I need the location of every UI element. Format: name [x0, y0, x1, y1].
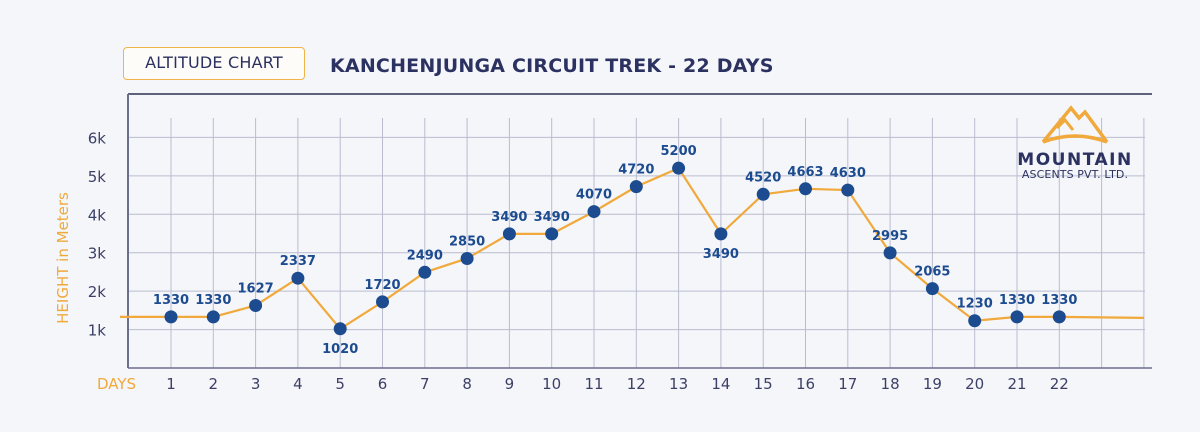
data-point-label: 2490	[407, 248, 443, 263]
x-tick-label: 16	[796, 375, 815, 393]
data-point-marker	[249, 298, 263, 312]
y-tick-label: 2k	[88, 283, 107, 301]
data-point-label: 4630	[830, 166, 866, 181]
data-point-marker	[672, 161, 686, 175]
data-point-label: 4070	[576, 188, 612, 203]
x-tick-label: 3	[251, 375, 261, 393]
x-tick-label: 19	[923, 375, 942, 393]
chart-frame	[127, 93, 1152, 369]
data-point-marker	[799, 182, 812, 196]
x-tick-label: 10	[542, 375, 561, 393]
data-point-label: 5200	[661, 144, 697, 159]
y-tick-label: 4k	[88, 206, 107, 224]
data-point-marker	[206, 310, 220, 324]
data-point-marker	[333, 322, 347, 336]
data-point-marker	[841, 183, 855, 197]
data-point-label: 1330	[195, 293, 231, 308]
data-point-marker	[587, 205, 601, 219]
data-point-marker	[629, 180, 643, 194]
data-point-marker	[502, 227, 516, 241]
altitude-chart-badge: ALTITUDE CHART	[123, 47, 305, 80]
logo-subtitle: ASCENTS PVT. LTD.	[1021, 168, 1129, 181]
chart-grid	[128, 118, 1145, 368]
data-point-marker	[714, 227, 728, 241]
data-point-marker	[291, 271, 305, 285]
logo-name: MOUNTAIN	[1017, 150, 1133, 170]
data-point-label: 2065	[914, 265, 950, 280]
data-point-label: 1020	[322, 342, 358, 357]
x-tick-label: 12	[627, 375, 646, 393]
data-point-label: 1720	[364, 278, 400, 293]
chart-title: KANCHENJUNGA CIRCUIT TREK - 22 DAYS	[330, 55, 774, 77]
x-axis-label: DAYS	[97, 375, 136, 393]
company-logo: MOUNTAIN ASCENTS PVT. LTD.	[1005, 104, 1145, 181]
data-point-marker	[1010, 310, 1024, 324]
x-tick-label: 7	[420, 375, 430, 393]
mountain-icon	[1041, 105, 1109, 144]
altitude-series: 1330 1330 1627 2337 1020 1720 2490 2850 3490 3490…	[120, 144, 1145, 357]
x-tick-label: 22	[1050, 375, 1069, 393]
x-tick-label: 13	[669, 375, 688, 393]
x-tick-label: 9	[505, 375, 515, 393]
x-tick-label: 18	[881, 375, 900, 393]
x-tick-label: 6	[378, 375, 388, 393]
data-point-marker	[883, 246, 897, 260]
x-tick-label: 1	[166, 375, 176, 393]
x-tick-label: 8	[462, 375, 472, 393]
data-point-label: 1230	[957, 297, 993, 312]
y-tick-label: 6k	[88, 129, 107, 147]
data-point-label: 1330	[999, 293, 1035, 308]
data-point-label: 4663	[787, 165, 823, 180]
x-tick-label: 17	[838, 375, 857, 393]
x-tick-label: 2	[209, 375, 219, 393]
x-tick-label: 11	[584, 375, 603, 393]
data-point-marker	[925, 282, 939, 296]
data-point-label: 3490	[703, 247, 739, 262]
data-point-marker	[376, 295, 389, 309]
y-axis-ticks: 1k 2k 3k 4k 5k 6k	[88, 129, 107, 339]
data-point-label: 2850	[449, 234, 485, 249]
x-tick-label: 20	[965, 375, 984, 393]
x-tick-label: 15	[754, 375, 773, 393]
y-tick-label: 3k	[88, 245, 107, 263]
data-point-label: 2995	[872, 229, 908, 244]
altitude-line	[120, 167, 1145, 330]
data-point-label: 4520	[745, 170, 781, 185]
data-point-label: 4720	[618, 163, 654, 178]
data-point-label: 3490	[491, 210, 527, 225]
x-tick-label: 14	[711, 375, 730, 393]
data-point-marker	[418, 265, 432, 279]
x-tick-label: 4	[293, 375, 303, 393]
x-axis-ticks: DAYS 1 2 3 4 5 6 7 8 9 10 11 12 13 14 15 16 17 18 19 20 21 22	[97, 375, 1069, 393]
x-tick-label: 21	[1007, 375, 1026, 393]
data-point-label: 1330	[1041, 293, 1077, 308]
data-point-label: 3490	[534, 210, 570, 225]
data-point-marker	[968, 314, 982, 328]
data-point-marker	[1052, 310, 1066, 324]
x-tick-label: 5	[335, 375, 345, 393]
data-point-marker	[460, 251, 474, 265]
data-point-marker	[756, 187, 770, 201]
data-point-label: 2337	[280, 254, 316, 269]
data-point-label: 1627	[238, 281, 274, 296]
data-point-marker	[164, 310, 178, 324]
y-tick-label: 5k	[88, 168, 107, 186]
data-point-label: 1330	[153, 293, 189, 308]
y-tick-label: 1k	[88, 322, 107, 340]
data-point-marker	[545, 227, 559, 241]
